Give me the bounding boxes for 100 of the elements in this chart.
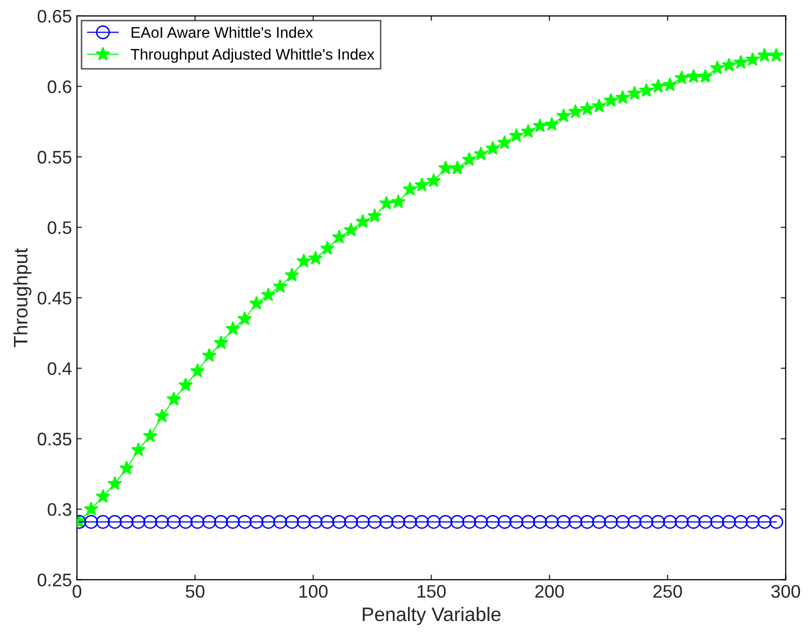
point (284, 268, 300, 282)
point (308, 514, 323, 529)
point (84, 502, 98, 516)
x-tick-label: 100 (300, 585, 328, 598)
point (379, 196, 394, 210)
point (568, 104, 583, 118)
point (190, 363, 205, 378)
y-tick-label: 0.6 (48, 80, 72, 94)
point (628, 514, 642, 529)
point (639, 514, 654, 529)
point (96, 514, 110, 529)
point (320, 240, 335, 255)
point (474, 514, 488, 529)
point (154, 408, 170, 422)
y-tick-label: 0.45 (38, 292, 72, 305)
y-tick-label: 0.4 (48, 362, 72, 375)
point (390, 194, 406, 208)
point (426, 514, 441, 529)
x-tick-label: 200 (535, 585, 564, 598)
point (592, 98, 606, 112)
point (332, 514, 346, 529)
point (226, 514, 240, 529)
point (757, 48, 772, 62)
point (768, 48, 784, 62)
point (615, 90, 630, 104)
y-tick-label: 0.55 (38, 150, 72, 164)
point (757, 514, 772, 529)
point (344, 514, 358, 529)
point (533, 514, 547, 529)
point (107, 476, 122, 490)
y-tick-label: 0.35 (38, 432, 72, 446)
point (438, 514, 452, 529)
y-tick-label: 0.65 (38, 10, 72, 23)
point (650, 78, 666, 93)
point (686, 68, 701, 83)
point (214, 335, 228, 350)
point (686, 514, 701, 529)
point (296, 254, 312, 268)
point (178, 514, 193, 529)
point (604, 514, 618, 529)
x-tick-label: 250 (653, 585, 682, 598)
point (462, 152, 476, 166)
point (544, 514, 559, 529)
point (296, 514, 311, 529)
point (190, 514, 204, 529)
point (556, 514, 571, 529)
point (226, 321, 240, 336)
point (532, 118, 548, 132)
point (249, 296, 264, 310)
point (722, 514, 736, 529)
point (674, 70, 690, 84)
x-axis-title: Penalty Variable (362, 606, 501, 626)
point (142, 428, 158, 442)
point (520, 124, 536, 138)
point (238, 514, 252, 529)
point (261, 287, 276, 302)
point (710, 60, 724, 74)
point (604, 92, 618, 107)
point (214, 514, 228, 529)
point (143, 514, 158, 529)
point (580, 101, 595, 116)
point (651, 514, 666, 529)
point (131, 514, 146, 529)
point (486, 514, 500, 529)
point (379, 514, 394, 529)
point (639, 82, 654, 97)
point (592, 514, 606, 529)
point (120, 514, 134, 529)
point (367, 208, 382, 222)
point (627, 86, 642, 100)
point (734, 514, 748, 529)
point (202, 348, 217, 362)
point (745, 52, 760, 66)
point (402, 182, 418, 196)
point (320, 514, 334, 529)
point (521, 514, 536, 529)
point (356, 514, 370, 529)
point (414, 514, 429, 529)
point (237, 311, 252, 326)
point (450, 514, 464, 529)
point (84, 514, 98, 529)
point (474, 146, 488, 160)
point (261, 514, 276, 529)
y-tick-label: 0.3 (48, 503, 72, 516)
point (344, 222, 358, 236)
y-axis-title: Throughput (13, 248, 32, 348)
point (616, 514, 630, 529)
point (485, 140, 500, 155)
point (462, 514, 476, 529)
x-tick-label: 50 (186, 585, 204, 598)
point (674, 514, 689, 529)
point (403, 514, 418, 529)
point (568, 514, 582, 529)
point (119, 460, 134, 475)
point (544, 116, 560, 131)
point (356, 214, 370, 228)
y-tick-label: 0.25 (38, 574, 72, 586)
point (698, 514, 712, 529)
x-tick-label: 0 (72, 585, 82, 598)
point (96, 488, 110, 503)
